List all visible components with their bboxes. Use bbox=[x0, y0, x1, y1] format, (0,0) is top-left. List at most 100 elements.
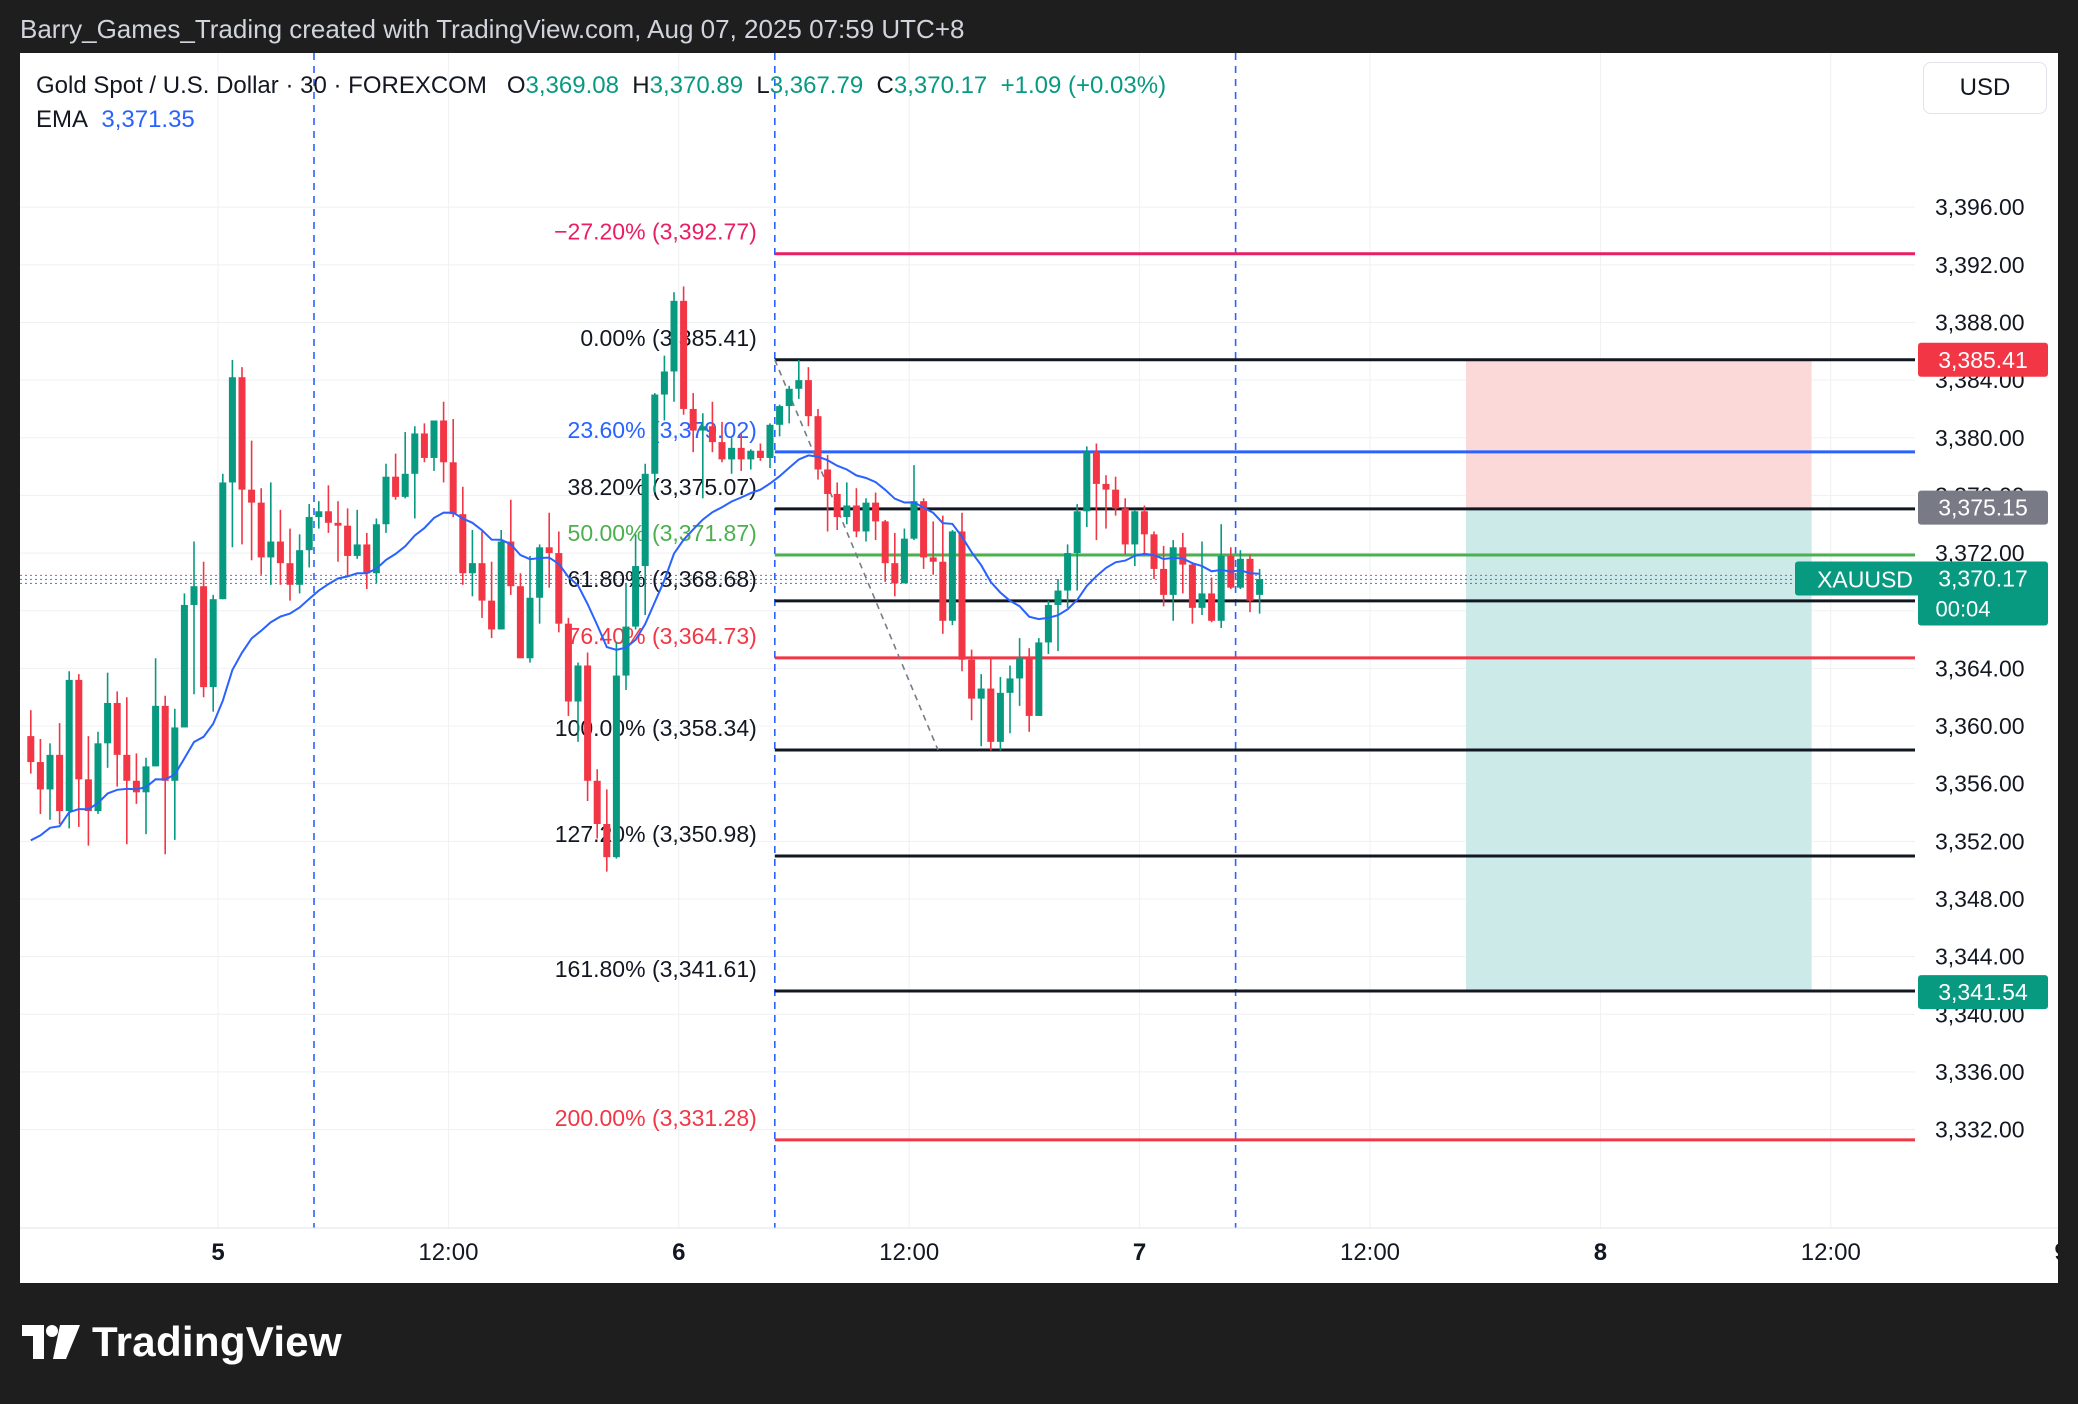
interval[interactable]: 30 bbox=[300, 72, 327, 99]
fib-level-label: 50.00% (3,371.87) bbox=[568, 520, 757, 546]
candle-body bbox=[929, 557, 937, 562]
candle-body bbox=[948, 531, 956, 621]
candle-body bbox=[660, 371, 668, 395]
fib-level-label: 200.00% (3,331.28) bbox=[555, 1105, 757, 1131]
candle-body bbox=[1092, 452, 1100, 484]
tradingview-logo: TradingView bbox=[22, 1318, 342, 1366]
time-tick-label: 12:00 bbox=[1801, 1239, 1861, 1266]
currency-selector[interactable]: USD bbox=[1923, 62, 2047, 114]
price-axis: 3,396.003,392.003,388.003,384.003,380.00… bbox=[1795, 53, 2058, 1228]
candle-body bbox=[996, 692, 1004, 742]
candle-body bbox=[142, 766, 150, 793]
candle-body bbox=[132, 780, 140, 793]
candle-body bbox=[968, 659, 976, 699]
brand-name: TradingView bbox=[92, 1318, 342, 1365]
candle-body bbox=[248, 489, 256, 503]
candle-body bbox=[161, 705, 169, 781]
ema-path bbox=[30, 454, 1260, 842]
fib-level-label: 0.00% (3,385.41) bbox=[580, 325, 756, 351]
candle-body bbox=[536, 547, 544, 598]
candle-body bbox=[862, 502, 870, 532]
price-tick-label: 3,364.00 bbox=[1935, 655, 2025, 681]
candle-body bbox=[1035, 642, 1043, 716]
candle-body bbox=[392, 476, 400, 497]
candle-body bbox=[46, 754, 54, 790]
candle-body bbox=[785, 388, 793, 407]
price-chart[interactable]: −27.20% (3,392.77) 0.00% (3,385.41) 23.60%… bbox=[20, 53, 2058, 1283]
candle-body bbox=[382, 476, 390, 525]
candle-body bbox=[209, 599, 217, 688]
time-axis: 5 12:00 6 12:00 7 12:00 8 12:00 9 bbox=[20, 1227, 2058, 1266]
legend-ohlc-row: Gold Spot / U.S. Dollar · 30 · FOREXCOM … bbox=[36, 72, 1167, 99]
symbol-name[interactable]: Gold Spot / U.S. Dollar bbox=[36, 72, 279, 99]
candle-body bbox=[1217, 555, 1225, 621]
candle-body bbox=[94, 743, 102, 812]
candle-body bbox=[516, 586, 524, 659]
last-price-value: 3,370.17 bbox=[1938, 565, 2028, 591]
candle-body bbox=[1198, 593, 1206, 608]
candle-body bbox=[228, 377, 236, 483]
candle-body bbox=[564, 623, 572, 702]
chart-panel[interactable]: −27.20% (3,392.77) 0.00% (3,385.41) 23.60%… bbox=[20, 53, 2058, 1283]
price-tag-bg bbox=[1918, 975, 2048, 1010]
fib-level-label: −27.20% (3,392.77) bbox=[554, 219, 757, 245]
price-tick-label: 3,352.00 bbox=[1935, 828, 2025, 854]
candle-body bbox=[689, 408, 697, 431]
bar-countdown: 00:04 bbox=[1935, 596, 1990, 621]
candle-body bbox=[1121, 508, 1129, 545]
candle-body bbox=[680, 300, 688, 409]
open-value: 3,369.08 bbox=[525, 72, 619, 99]
candle-body bbox=[1054, 590, 1062, 605]
candle-body bbox=[324, 511, 332, 523]
candle-body bbox=[315, 511, 323, 518]
candle-body bbox=[977, 688, 985, 699]
price-tick-label: 3,388.00 bbox=[1935, 309, 2025, 335]
candle-body bbox=[804, 380, 812, 417]
candle-body bbox=[1025, 658, 1033, 716]
candle-body bbox=[401, 473, 409, 497]
fib-level-label: 61.80% (3,368.68) bbox=[568, 566, 757, 592]
candle-body bbox=[305, 517, 313, 551]
candle-body bbox=[344, 525, 352, 556]
candle-body bbox=[843, 505, 851, 518]
candle-body bbox=[1073, 511, 1081, 554]
change-value: +1.09 (+0.03%) bbox=[1000, 72, 1167, 99]
candle-body bbox=[766, 424, 774, 458]
ema-value: 3,371.35 bbox=[101, 106, 195, 133]
candle-body bbox=[1016, 658, 1024, 679]
legend-ema-row[interactable]: EMA 3,371.35 bbox=[36, 103, 1166, 137]
candle-body bbox=[372, 524, 380, 574]
candle-body bbox=[1150, 534, 1158, 569]
exchange: FOREXCOM bbox=[348, 72, 487, 99]
candle-body bbox=[555, 553, 563, 624]
candle-body bbox=[257, 502, 265, 558]
chart-caption: Barry_Games_Trading created with Trading… bbox=[20, 14, 965, 44]
candle-body bbox=[449, 462, 457, 515]
price-tick-label: 3,380.00 bbox=[1935, 425, 2025, 451]
price-tag-label: 3,341.54 bbox=[1938, 979, 2028, 1005]
candle-body bbox=[56, 754, 64, 812]
price-axis-bg bbox=[1915, 53, 2058, 1228]
candle-body bbox=[584, 665, 592, 781]
candle-body bbox=[468, 563, 476, 574]
candle-body bbox=[1140, 511, 1148, 535]
candle-body bbox=[286, 563, 294, 585]
close-label: C bbox=[876, 72, 894, 99]
candle-body bbox=[411, 433, 419, 474]
candle-body bbox=[612, 675, 620, 858]
candle-body bbox=[497, 541, 505, 630]
candle-body bbox=[1236, 558, 1244, 588]
candle-body bbox=[603, 824, 611, 858]
price-tick-label: 3,336.00 bbox=[1935, 1059, 2025, 1085]
candle-body bbox=[728, 447, 736, 460]
candle-body bbox=[296, 550, 304, 585]
candle-body bbox=[708, 426, 716, 443]
candle-body bbox=[1246, 558, 1254, 601]
price-tick-label: 3,356.00 bbox=[1935, 771, 2025, 797]
candle-body bbox=[756, 450, 764, 458]
candle-body bbox=[900, 538, 908, 584]
candle-body bbox=[891, 563, 899, 584]
time-tick-label: 7 bbox=[1133, 1239, 1146, 1266]
candle-body bbox=[113, 702, 121, 755]
time-tick-label: 12:00 bbox=[879, 1239, 939, 1266]
